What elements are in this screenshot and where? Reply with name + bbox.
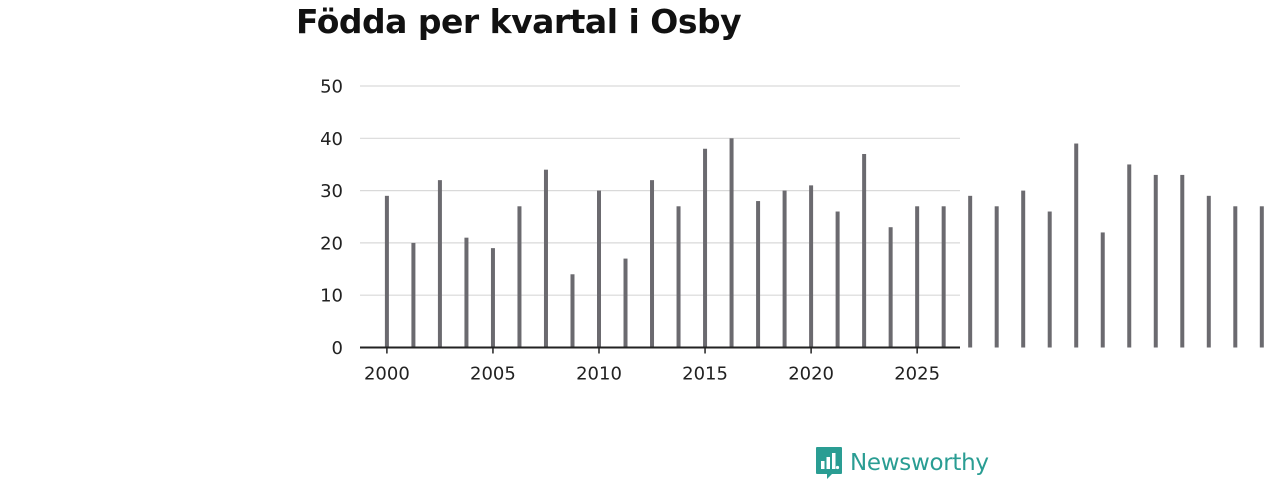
bar bbox=[411, 242, 416, 348]
y-tick-label: 20 bbox=[320, 233, 343, 254]
bar bbox=[437, 180, 442, 348]
bar bbox=[1127, 164, 1132, 348]
bar bbox=[835, 211, 840, 348]
bar bbox=[1100, 232, 1105, 348]
bar bbox=[676, 206, 681, 348]
brand-name: Newsworthy bbox=[850, 450, 989, 476]
bar bbox=[543, 169, 548, 348]
bar bbox=[1021, 190, 1026, 348]
bar bbox=[1047, 211, 1052, 348]
y-tick-label: 40 bbox=[320, 129, 343, 150]
x-tick-label: 2020 bbox=[788, 364, 834, 385]
bar bbox=[782, 190, 787, 348]
bars bbox=[384, 138, 1264, 348]
x-tick-label: 2010 bbox=[576, 364, 622, 385]
bar bbox=[994, 206, 999, 348]
bar bbox=[968, 195, 973, 348]
chart-bubble-icon bbox=[816, 447, 842, 479]
bar bbox=[862, 153, 867, 348]
gridlines bbox=[360, 85, 960, 296]
bar bbox=[384, 195, 389, 348]
bar bbox=[623, 258, 628, 348]
bar bbox=[756, 201, 761, 348]
bar bbox=[729, 138, 734, 348]
x-tick-label: 2000 bbox=[364, 364, 410, 385]
bar bbox=[1153, 174, 1158, 348]
bar bbox=[1074, 143, 1079, 348]
y-axis-ticks: 0 10 20 30 40 50 bbox=[320, 77, 343, 360]
chart-title: Födda per kvartal i Osby bbox=[296, 2, 742, 41]
bar bbox=[888, 227, 893, 348]
bar bbox=[1259, 206, 1264, 348]
bar bbox=[464, 237, 469, 348]
bar bbox=[915, 206, 920, 348]
bar bbox=[490, 248, 495, 348]
bar bbox=[1206, 195, 1211, 348]
bar bbox=[1180, 174, 1185, 348]
bar bbox=[809, 185, 814, 348]
bar bbox=[517, 206, 522, 348]
y-tick-label: 30 bbox=[320, 181, 343, 202]
bar bbox=[941, 206, 946, 348]
bar bbox=[570, 274, 575, 348]
bar bbox=[1233, 206, 1238, 348]
bar bbox=[597, 190, 601, 348]
x-tick-label: 2025 bbox=[894, 364, 940, 385]
x-tick-label: 2015 bbox=[682, 364, 728, 385]
y-tick-label: 50 bbox=[320, 77, 343, 98]
y-tick-label: 0 bbox=[332, 338, 343, 359]
x-tick-label: 2005 bbox=[470, 364, 516, 385]
y-tick-label: 10 bbox=[320, 286, 343, 307]
brand-logo: Newsworthy bbox=[815, 446, 989, 480]
bar bbox=[703, 148, 708, 348]
bar bbox=[650, 180, 655, 348]
x-axis-ticks: 2000 2005 2010 2015 2020 2025 bbox=[364, 347, 940, 385]
